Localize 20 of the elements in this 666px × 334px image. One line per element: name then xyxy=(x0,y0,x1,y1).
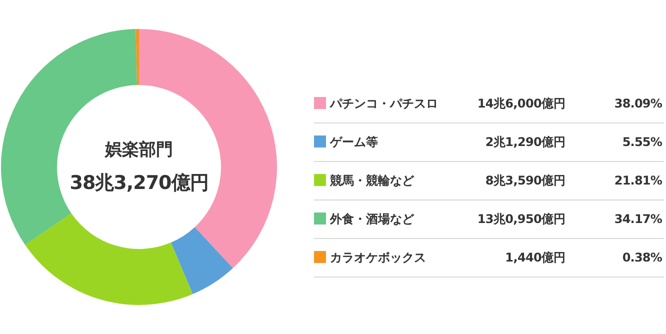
text: 1,440億円 xyxy=(505,250,565,264)
legend-label: パチンコ・パチスロ xyxy=(329,96,438,110)
text: 14兆6,000億円 xyxy=(477,96,565,110)
data-label: 0.38% xyxy=(622,250,662,264)
data-label: 38.09% xyxy=(614,96,662,110)
text: 2兆1,290億円 xyxy=(485,135,565,149)
legend-label: 外食・酒場など xyxy=(329,212,415,226)
text: 娯楽部門 xyxy=(104,140,173,160)
donut-slice xyxy=(25,213,193,305)
data-label: 21.81% xyxy=(614,174,662,188)
donut-slice xyxy=(170,227,233,294)
text: 8兆3,590億円 xyxy=(485,174,565,188)
text: 13兆0,950億円 xyxy=(477,212,565,226)
data-label: 5.55% xyxy=(622,135,662,149)
legend-label: ゲーム等 xyxy=(329,135,378,149)
donut-slice xyxy=(136,29,139,86)
legend-label: カラオケボックス xyxy=(330,250,426,264)
data-label: 34.17% xyxy=(614,212,662,226)
text: 38兆3,270億円 xyxy=(70,172,208,194)
legend-label: 競馬・競輪など xyxy=(329,174,415,188)
